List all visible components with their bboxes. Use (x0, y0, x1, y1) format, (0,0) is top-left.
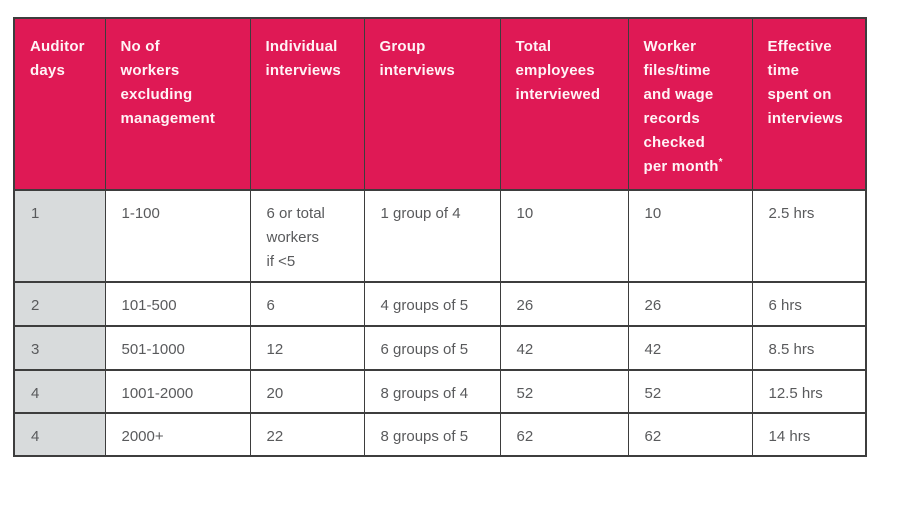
column-header-label: Total employees interviewed (515, 38, 601, 103)
header-row: Auditor days No of workers excluding mana… (13, 17, 867, 191)
data-cell: 501-1000 (104, 325, 251, 371)
auditor-days-cell: 4 (13, 369, 106, 414)
data-cell: 42 (499, 325, 629, 371)
data-cell: 14 hrs (751, 412, 867, 457)
data-cell: 52 (627, 369, 753, 414)
column-header: Auditor days (13, 17, 106, 191)
footnote-asterisk: * (718, 157, 723, 168)
column-header: Individual interviews (249, 17, 365, 191)
column-header: Effective time spent on interviews (751, 17, 867, 191)
data-cell: 12.5 hrs (751, 369, 867, 414)
data-cell: 62 (627, 412, 753, 457)
auditor-days-cell: 4 (13, 412, 106, 457)
table-row: 2 101-500 6 4 groups of 5 26 26 6 hrs (13, 281, 867, 327)
data-cell: 22 (249, 412, 365, 457)
data-cell: 6 hrs (751, 281, 867, 327)
data-cell: 62 (499, 412, 629, 457)
auditor-days-cell: 1 (13, 189, 106, 283)
data-cell: 26 (499, 281, 629, 327)
data-cell: 6 (249, 281, 365, 327)
table-row: 3 501-1000 12 6 groups of 5 42 42 8.5 hrs (13, 325, 867, 371)
data-cell: 8 groups of 5 (363, 412, 501, 457)
data-cell: 2000+ (104, 412, 251, 457)
table-row: 4 2000+ 22 8 groups of 5 62 62 14 hrs (13, 412, 867, 457)
column-header-label: Effective time spent on interviews (767, 38, 843, 127)
table-row: 4 1001-2000 20 8 groups of 4 52 52 12.5 hrs (13, 369, 867, 414)
data-cell: 6 groups of 5 (363, 325, 501, 371)
column-header-label: Auditor days (30, 38, 85, 79)
data-cell: 1 group of 4 (363, 189, 501, 283)
table-row: 1 1-100 6 or total workers if <5 1 group of… (13, 189, 867, 283)
audit-interview-table: Auditor days No of workers excluding mana… (13, 17, 867, 457)
data-cell: 101-500 (104, 281, 251, 327)
data-cell: 10 (499, 189, 629, 283)
data-cell: 1001-2000 (104, 369, 251, 414)
data-cell: 52 (499, 369, 629, 414)
column-header: Total employees interviewed (499, 17, 629, 191)
data-cell: 26 (627, 281, 753, 327)
column-header-label: Worker files/time and wage records check… (643, 38, 719, 175)
data-cell: 4 groups of 5 (363, 281, 501, 327)
column-header: No of workers excluding management (104, 17, 251, 191)
table-body: 1 1-100 6 or total workers if <5 1 group of… (13, 189, 867, 457)
data-cell: 8.5 hrs (751, 325, 867, 371)
data-cell: 2.5 hrs (751, 189, 867, 283)
column-header-label: Group interviews (379, 38, 455, 79)
data-cell: 42 (627, 325, 753, 371)
data-cell: 20 (249, 369, 365, 414)
column-header-label: Individual interviews (265, 38, 341, 79)
column-header: Worker files/time and wage records check… (627, 17, 753, 191)
column-header-label: No of workers excluding management (120, 38, 216, 127)
data-cell: 12 (249, 325, 365, 371)
column-header: Group interviews (363, 17, 501, 191)
data-cell: 1-100 (104, 189, 251, 283)
auditor-days-cell: 2 (13, 281, 106, 327)
data-cell: 6 or total workers if <5 (249, 189, 365, 283)
data-cell: 8 groups of 4 (363, 369, 501, 414)
table-head: Auditor days No of workers excluding mana… (13, 17, 867, 191)
data-cell: 10 (627, 189, 753, 283)
auditor-days-cell: 3 (13, 325, 106, 371)
